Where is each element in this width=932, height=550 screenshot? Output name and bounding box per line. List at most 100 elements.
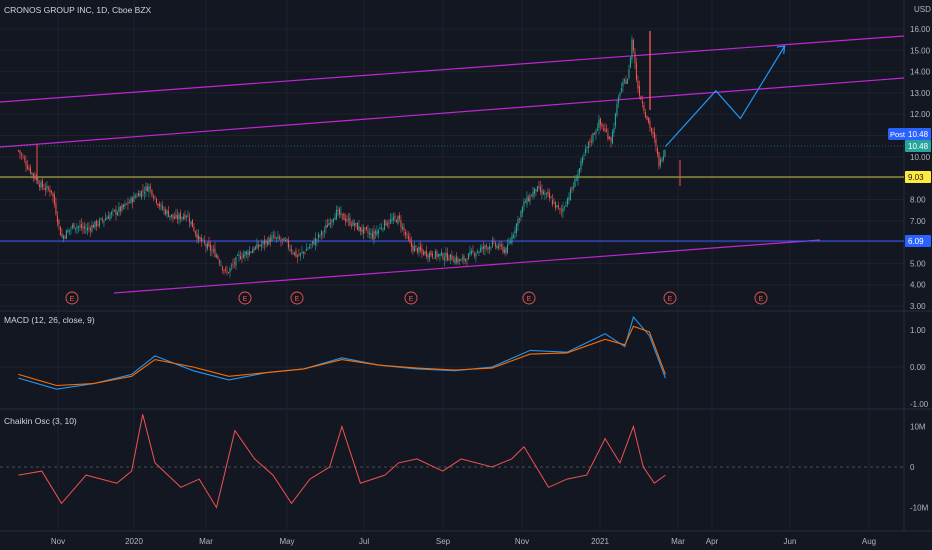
candle-body xyxy=(290,249,292,252)
candle-body xyxy=(605,129,607,133)
candle-body xyxy=(133,195,135,202)
candle-body xyxy=(533,187,535,194)
candle-body xyxy=(88,227,90,229)
candle-body xyxy=(409,238,411,243)
candle-body xyxy=(212,249,214,251)
candle-body xyxy=(428,253,430,259)
candle-body xyxy=(560,209,562,211)
candle-body xyxy=(304,252,306,254)
candle-body xyxy=(191,219,193,228)
candle-body xyxy=(173,216,175,220)
candle-body xyxy=(308,246,310,249)
candle-body xyxy=(476,251,478,253)
chaikin-y-tick: -10M xyxy=(910,504,929,513)
candle-body xyxy=(364,227,366,229)
candle-body xyxy=(34,174,36,180)
candle-body xyxy=(103,220,105,223)
earnings-marker-circle xyxy=(65,291,79,305)
candle-body xyxy=(446,252,448,261)
candle-body xyxy=(227,272,229,274)
candle-body xyxy=(496,245,498,248)
candle-body xyxy=(545,193,547,194)
candle-body xyxy=(389,219,391,223)
candle-body xyxy=(412,245,414,251)
candle-body xyxy=(299,252,301,256)
candle-body xyxy=(323,230,325,232)
price-tag-bg xyxy=(905,140,931,152)
candle-body xyxy=(206,243,208,249)
candle-body xyxy=(602,128,604,131)
candle-body xyxy=(262,241,264,244)
candle-body xyxy=(481,246,483,250)
earnings-marker-label: E xyxy=(70,296,75,303)
candle-body xyxy=(196,233,198,239)
candle-body xyxy=(557,205,559,208)
candle-body xyxy=(611,132,613,144)
y-tick-label: 7.00 xyxy=(910,217,926,226)
candle-body xyxy=(22,156,24,158)
candle-body xyxy=(478,251,480,253)
candle-body xyxy=(463,255,465,261)
currency-label: USD xyxy=(914,5,931,14)
candle-body xyxy=(317,234,319,238)
candle-body xyxy=(259,245,261,246)
candle-body xyxy=(283,238,285,241)
candle-body xyxy=(590,140,592,142)
candle-body xyxy=(184,214,186,219)
candle-body xyxy=(374,231,376,234)
earnings-marker-circle xyxy=(404,291,418,305)
candle-body xyxy=(526,196,528,205)
candle-body xyxy=(284,240,286,241)
candle-body xyxy=(425,251,427,257)
candle-body xyxy=(131,198,133,203)
candle-body xyxy=(509,241,511,243)
y-tick-label: 10.00 xyxy=(910,153,931,162)
candle-body xyxy=(653,131,655,139)
earnings-marker-circle xyxy=(663,291,677,305)
candle-body xyxy=(104,218,106,221)
candle-body xyxy=(604,128,606,131)
candle-body xyxy=(217,256,219,259)
candle-body xyxy=(559,208,561,210)
candle-body xyxy=(418,246,420,253)
candle-body xyxy=(647,117,649,123)
candle-body xyxy=(574,178,576,187)
candle-body xyxy=(278,237,280,240)
candle-body xyxy=(224,268,226,270)
candle-body xyxy=(475,253,477,257)
candle-body xyxy=(467,253,469,260)
candle-body xyxy=(143,192,145,194)
candle-body xyxy=(503,249,505,253)
candle-body xyxy=(67,230,69,233)
candle-body xyxy=(29,167,31,174)
candle-body xyxy=(352,221,354,226)
candle-body xyxy=(20,153,22,155)
candle-body xyxy=(565,205,567,207)
candle-body xyxy=(407,236,409,239)
candle-body xyxy=(142,190,144,192)
candle-body xyxy=(118,206,120,213)
candle-body xyxy=(505,247,507,253)
candle-body xyxy=(655,138,657,147)
candle-body xyxy=(452,261,454,263)
candle-body xyxy=(68,229,70,231)
candle-body xyxy=(52,192,54,197)
candle-body xyxy=(43,188,45,190)
candle-body xyxy=(314,238,316,245)
x-tick-label: 2021 xyxy=(591,537,609,546)
y-tick-label: 13.00 xyxy=(910,89,931,98)
candle-body xyxy=(460,259,462,261)
candle-body xyxy=(337,210,339,211)
candle-body xyxy=(148,185,150,192)
candle-body xyxy=(644,112,646,117)
candle-body xyxy=(631,39,633,60)
candle-body xyxy=(95,220,97,227)
candle-body xyxy=(617,97,619,104)
candle-body xyxy=(86,227,88,231)
candle-body xyxy=(541,190,543,194)
candle-body xyxy=(214,248,216,257)
trendlines xyxy=(0,35,905,294)
candle-body xyxy=(205,244,207,247)
x-tick-label: Aug xyxy=(862,537,876,546)
